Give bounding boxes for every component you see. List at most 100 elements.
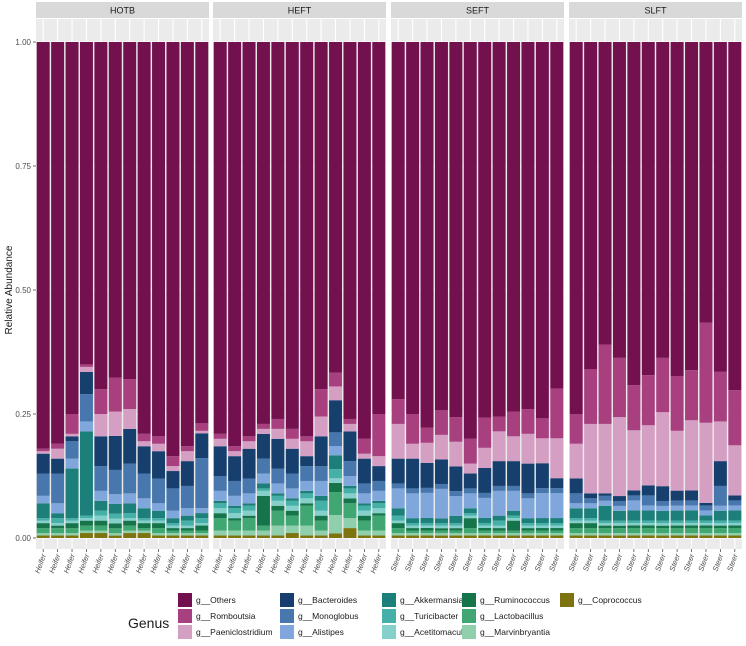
bar-segment-gacetitomaculum [420,525,434,528]
bar-segment-gmarvinbryantia [728,532,742,536]
bar-segment-gothers [713,42,727,372]
bar-segment-gruminococcus [65,523,79,529]
bar-segment-gakkermansia [463,508,477,514]
bar-segment-gmonoglobus [242,478,256,494]
bar-segment-gruminococcus [521,528,535,531]
bar-segment-gbacteroides [728,495,742,501]
bar-segment-gacetitomaculum [51,523,65,526]
bar-segment-gruminococcus [699,525,713,528]
bar-segment-gruminococcus [300,503,314,506]
bar-segment-gbacteroides [670,490,684,501]
bar-segment-gmarvinbryantia [463,533,477,536]
bar-segment-gmonoglobus [521,493,535,499]
bar-segment-gromboutsia [627,385,641,431]
bar-segment-gromboutsia [213,433,227,439]
bar-segment-gacetitomaculum [343,493,357,499]
x-tick-label: Steer [711,552,726,572]
bar-segment-gothers [256,42,270,424]
bar-segment-gromboutsia [584,369,598,424]
bar-segment-galistipes [108,494,122,504]
bar-segment-gcoprococcus [300,535,314,538]
bar-segment-gmarvinbryantia [535,533,549,536]
bar-segment-gbacteroides [656,486,670,501]
bar-segment-glactobacillus [584,528,598,534]
bar-segment-gcoprococcus [79,533,93,538]
bar-segment-gothers [343,42,357,419]
x-tick-label: Steer [667,552,682,572]
bar-segment-gcoprococcus [507,535,521,538]
bar-segment-gbacteroides [329,400,343,433]
bar-segment-gbacteroides [584,493,598,499]
bar-segment-gpaeniclostridium [434,434,448,460]
bar-segment-gturicibacter [535,523,549,526]
panel-strip [569,2,742,18]
bar-segment-gacetitomaculum [213,508,227,514]
x-tick-label: Steer [682,552,697,572]
bar-segment-gturicibacter [391,515,405,521]
bar-segment-glactobacillus [329,492,343,516]
bar-segment-gpaeniclostridium [584,423,598,494]
bar-segment-gakkermansia [123,503,137,514]
bar-segment-gromboutsia [699,322,713,423]
bar-segment-gruminococcus [535,528,549,531]
bar-segment-gruminococcus [463,518,477,529]
bar-segment-gromboutsia [79,364,93,367]
bar-segment-gturicibacter [314,500,328,511]
bar-segment-gacetitomaculum [434,525,448,529]
bar-segment-gakkermansia [180,515,194,521]
bar-segment-gromboutsia [463,438,477,464]
x-tick-label: Heifer [325,552,340,574]
bar-segment-gcoprococcus [329,533,343,538]
bar-segment-galistipes [256,473,270,484]
bar-segment-gromboutsia [152,436,166,444]
bar-segment-gruminococcus [180,528,194,531]
bar-segment-gturicibacter [685,520,699,523]
bar-segment-gacetitomaculum [478,525,492,528]
bar-segment-galistipes [550,493,564,519]
bar-segment-glactobacillus [406,530,420,534]
bar-segment-gromboutsia [300,436,314,442]
bar-segment-gcoprococcus [670,535,684,538]
bar-segment-galistipes [598,500,612,506]
bar-segment-gromboutsia [108,377,122,412]
bar-segment-gruminococcus [434,528,448,531]
bar-segment-gacetitomaculum [94,515,108,521]
bar-segment-gruminococcus [685,525,699,528]
bar-segment-gromboutsia [372,414,386,457]
bar-segment-gromboutsia [670,375,684,431]
bar-segment-gbacteroides [195,433,209,459]
bar-segment-gcoprococcus [137,533,151,538]
bar-segment-gruminococcus [449,528,463,531]
bar-segment-gromboutsia [406,414,420,444]
bar-segment-glactobacillus [108,528,122,534]
bar-segment-galistipes [152,503,166,511]
bar-segment-gbacteroides [213,446,227,476]
bar-segment-gruminococcus [152,523,166,529]
bar-segment-gruminococcus [357,515,371,521]
bar-segment-gturicibacter [670,520,684,524]
bar-segment-gmonoglobus [166,488,180,511]
bar-segment-gmarvinbryantia [51,533,65,536]
bar-segment-gturicibacter [271,495,285,501]
bar-segment-gakkermansia [94,500,108,511]
bar-segment-gruminococcus [391,523,405,529]
bar-segment-gruminococcus [406,528,420,531]
bar-segment-gothers [108,42,122,378]
bar-segment-gacetitomaculum [357,510,371,516]
bar-segment-gromboutsia [656,357,670,413]
x-tick-label: Heifer [239,552,254,574]
legend-swatch [178,625,192,639]
bar-segment-gmonoglobus [507,485,521,491]
legend-swatch [462,625,476,639]
bar-segment-gmarvinbryantia [569,533,583,536]
x-tick-label: Heifer [62,552,77,574]
bar-segment-gothers [449,42,463,418]
bar-segment-gbacteroides [180,461,194,486]
legend-swatch [280,593,294,607]
y-axis: 0.00 0.25 0.50 0.75 1.00 [15,38,36,543]
bar-segment-galistipes [434,488,448,519]
bar-segment-gruminococcus [79,520,93,526]
x-tick-label: Heifer [177,552,192,574]
bar-segment-gbacteroides [314,436,328,467]
